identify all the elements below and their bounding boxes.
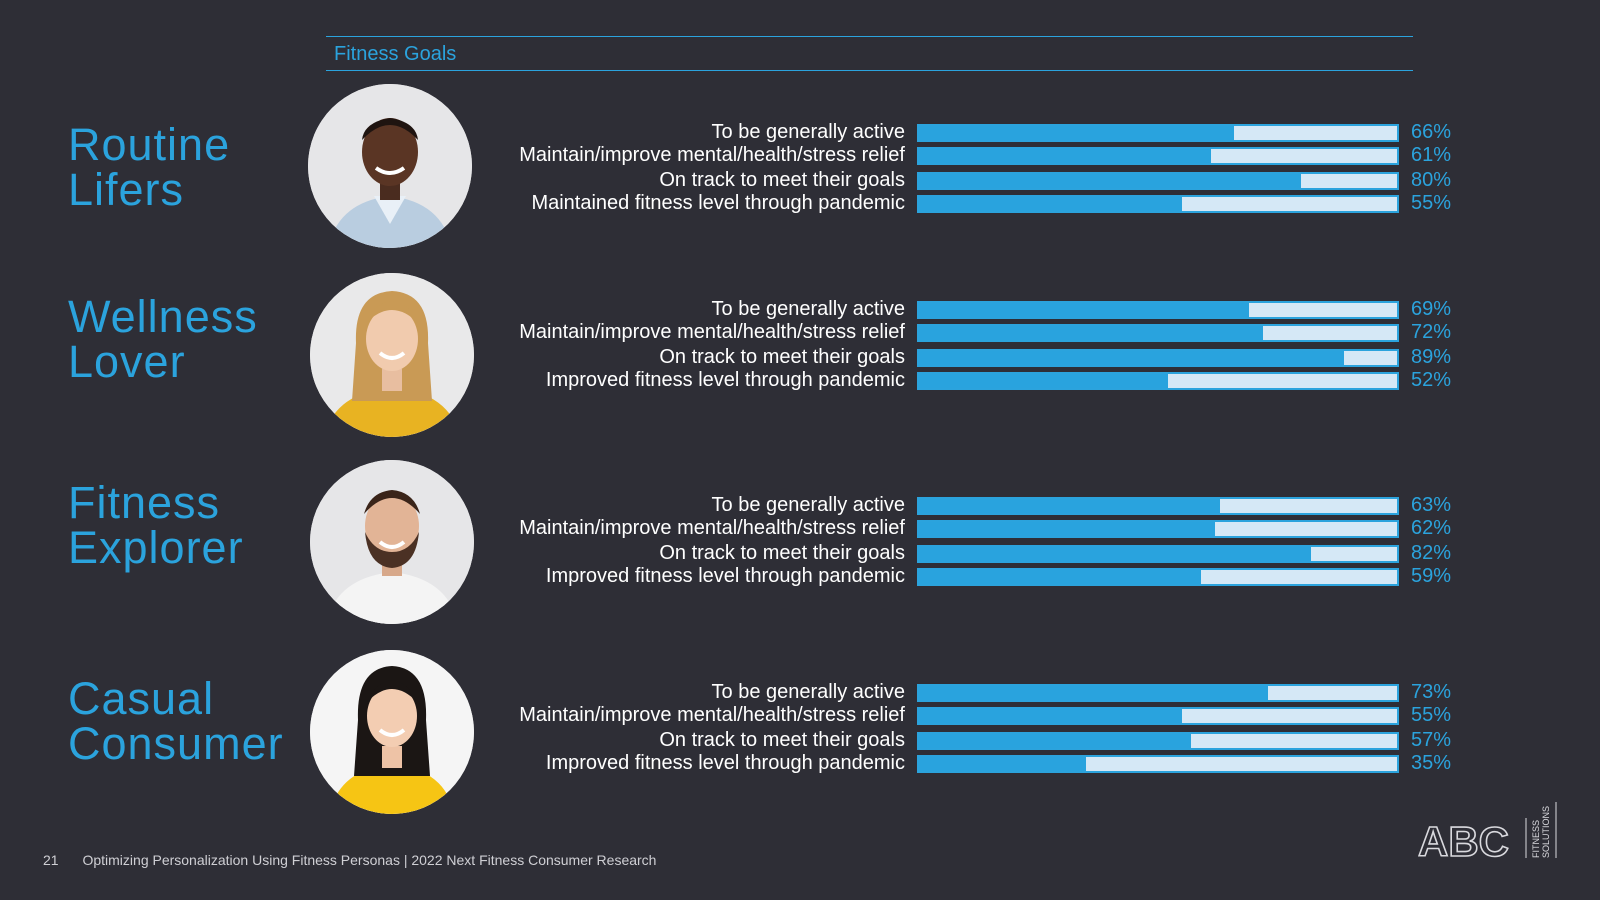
bar-label: To be generally active (711, 494, 905, 516)
bar-value-label: 72% (1411, 321, 1452, 343)
bar-track (917, 324, 1399, 342)
bar-track (917, 124, 1399, 142)
bar-value-label: 89% (1411, 346, 1452, 368)
persona-name-line1: Casual (68, 673, 215, 724)
bar (919, 570, 1202, 584)
bar-track (917, 545, 1399, 563)
logo-text-fitness: FITNESS (1531, 820, 1541, 858)
bar-value-label: 35% (1411, 752, 1452, 774)
bar (919, 197, 1182, 211)
bar (919, 686, 1268, 700)
persona-name-line1: Wellness (68, 291, 258, 342)
bar-label: Maintain/improve mental/health/stress re… (519, 704, 905, 726)
bar (919, 709, 1182, 723)
bar-label: Maintain/improve mental/health/stress re… (519, 144, 905, 166)
bar-track (917, 732, 1399, 750)
bar (919, 351, 1345, 365)
persona-wellness-lover: Wellness Lover (0, 268, 1600, 458)
bar-value-label: 66% (1411, 121, 1452, 143)
chart-title: Fitness Goals (334, 43, 457, 65)
bar-value-label: 69% (1411, 298, 1452, 320)
bar-track (917, 195, 1399, 213)
logo-text-solutions: SOLUTIONS (1541, 806, 1551, 858)
bar-label: Maintained fitness level through pandemi… (531, 192, 905, 214)
persona-routine-lifers: Routine Lifers (0, 80, 1600, 270)
persona-name: Wellness Lover (68, 294, 308, 384)
persona-name-line1: Fitness (68, 477, 221, 528)
bar-track (917, 497, 1399, 515)
bar (919, 547, 1311, 561)
bar-value-label: 62% (1411, 517, 1452, 539)
bar-track (917, 568, 1399, 586)
footer-text: Optimizing Personalization Using Fitness… (82, 852, 657, 868)
bar-track (917, 301, 1399, 319)
persona-fitness-explorer: Fitness Explorer (0, 458, 1600, 648)
bar-label: To be generally active (711, 121, 905, 143)
avatar-woman-blonde (310, 273, 474, 437)
bar (919, 499, 1221, 513)
logo-brand-text: ABC (1418, 818, 1509, 860)
bar-track (917, 372, 1399, 390)
page-number: 21 (43, 852, 59, 868)
bar-value-label: 61% (1411, 144, 1452, 166)
bar-label: On track to meet their goals (659, 542, 905, 564)
persona-name-line1: Routine (68, 119, 231, 170)
persona-name-line2: Lover (68, 336, 186, 387)
bar (919, 326, 1264, 340)
bar-value-label: 55% (1411, 704, 1452, 726)
bar-value-label: 63% (1411, 494, 1452, 516)
bar-label: On track to meet their goals (659, 346, 905, 368)
persona-name: Casual Consumer (68, 676, 308, 766)
bar-track (917, 707, 1399, 725)
persona-name: Fitness Explorer (68, 480, 308, 570)
bar-label: On track to meet their goals (659, 729, 905, 751)
bar (919, 374, 1168, 388)
persona-name-line2: Consumer (68, 718, 284, 769)
footer: 21 Optimizing Personalization Using Fitn… (43, 852, 656, 868)
bar (919, 149, 1211, 163)
bar-label: On track to meet their goals (659, 169, 905, 191)
bar (919, 522, 1216, 536)
bar-track (917, 755, 1399, 773)
bar (919, 757, 1087, 771)
bar-value-label: 59% (1411, 565, 1452, 587)
bar-track (917, 520, 1399, 538)
bar-value-label: 82% (1411, 542, 1452, 564)
bar-value-label: 55% (1411, 192, 1452, 214)
bar-label: Improved fitness level through pandemic (545, 369, 905, 391)
bar-label: Maintain/improve mental/health/stress re… (519, 321, 905, 343)
avatar-woman-dark-hair (310, 650, 474, 814)
header-rule-top (326, 36, 1413, 37)
bar (919, 174, 1302, 188)
bar-value-label: 73% (1411, 681, 1452, 703)
bar-label: Improved fitness level through pandemic (545, 752, 905, 774)
header-rule-bottom (326, 70, 1413, 71)
bar-track (917, 147, 1399, 165)
persona-casual-consumer: Casual Consumer (0, 646, 1600, 836)
bar-value-label: 57% (1411, 729, 1452, 751)
avatar-man-beard (310, 460, 474, 624)
bar (919, 303, 1249, 317)
bar-label: Improved fitness level through pandemic (545, 565, 905, 587)
bar-track (917, 172, 1399, 190)
bar-value-label: 80% (1411, 169, 1452, 191)
persona-name-line2: Explorer (68, 522, 244, 573)
bar-label: To be generally active (711, 298, 905, 320)
bar-track (917, 684, 1399, 702)
bar-label: To be generally active (711, 681, 905, 703)
abc-fitness-solutions-logo: ABC FITNESS SOLUTIONS (1417, 800, 1568, 866)
bar-label: Maintain/improve mental/health/stress re… (519, 517, 905, 539)
bar (919, 734, 1192, 748)
persona-name: Routine Lifers (68, 122, 308, 212)
avatar-man-smiling (308, 84, 472, 248)
bar (919, 126, 1235, 140)
bar-track (917, 349, 1399, 367)
bar-value-label: 52% (1411, 369, 1452, 391)
persona-name-line2: Lifers (68, 164, 185, 215)
